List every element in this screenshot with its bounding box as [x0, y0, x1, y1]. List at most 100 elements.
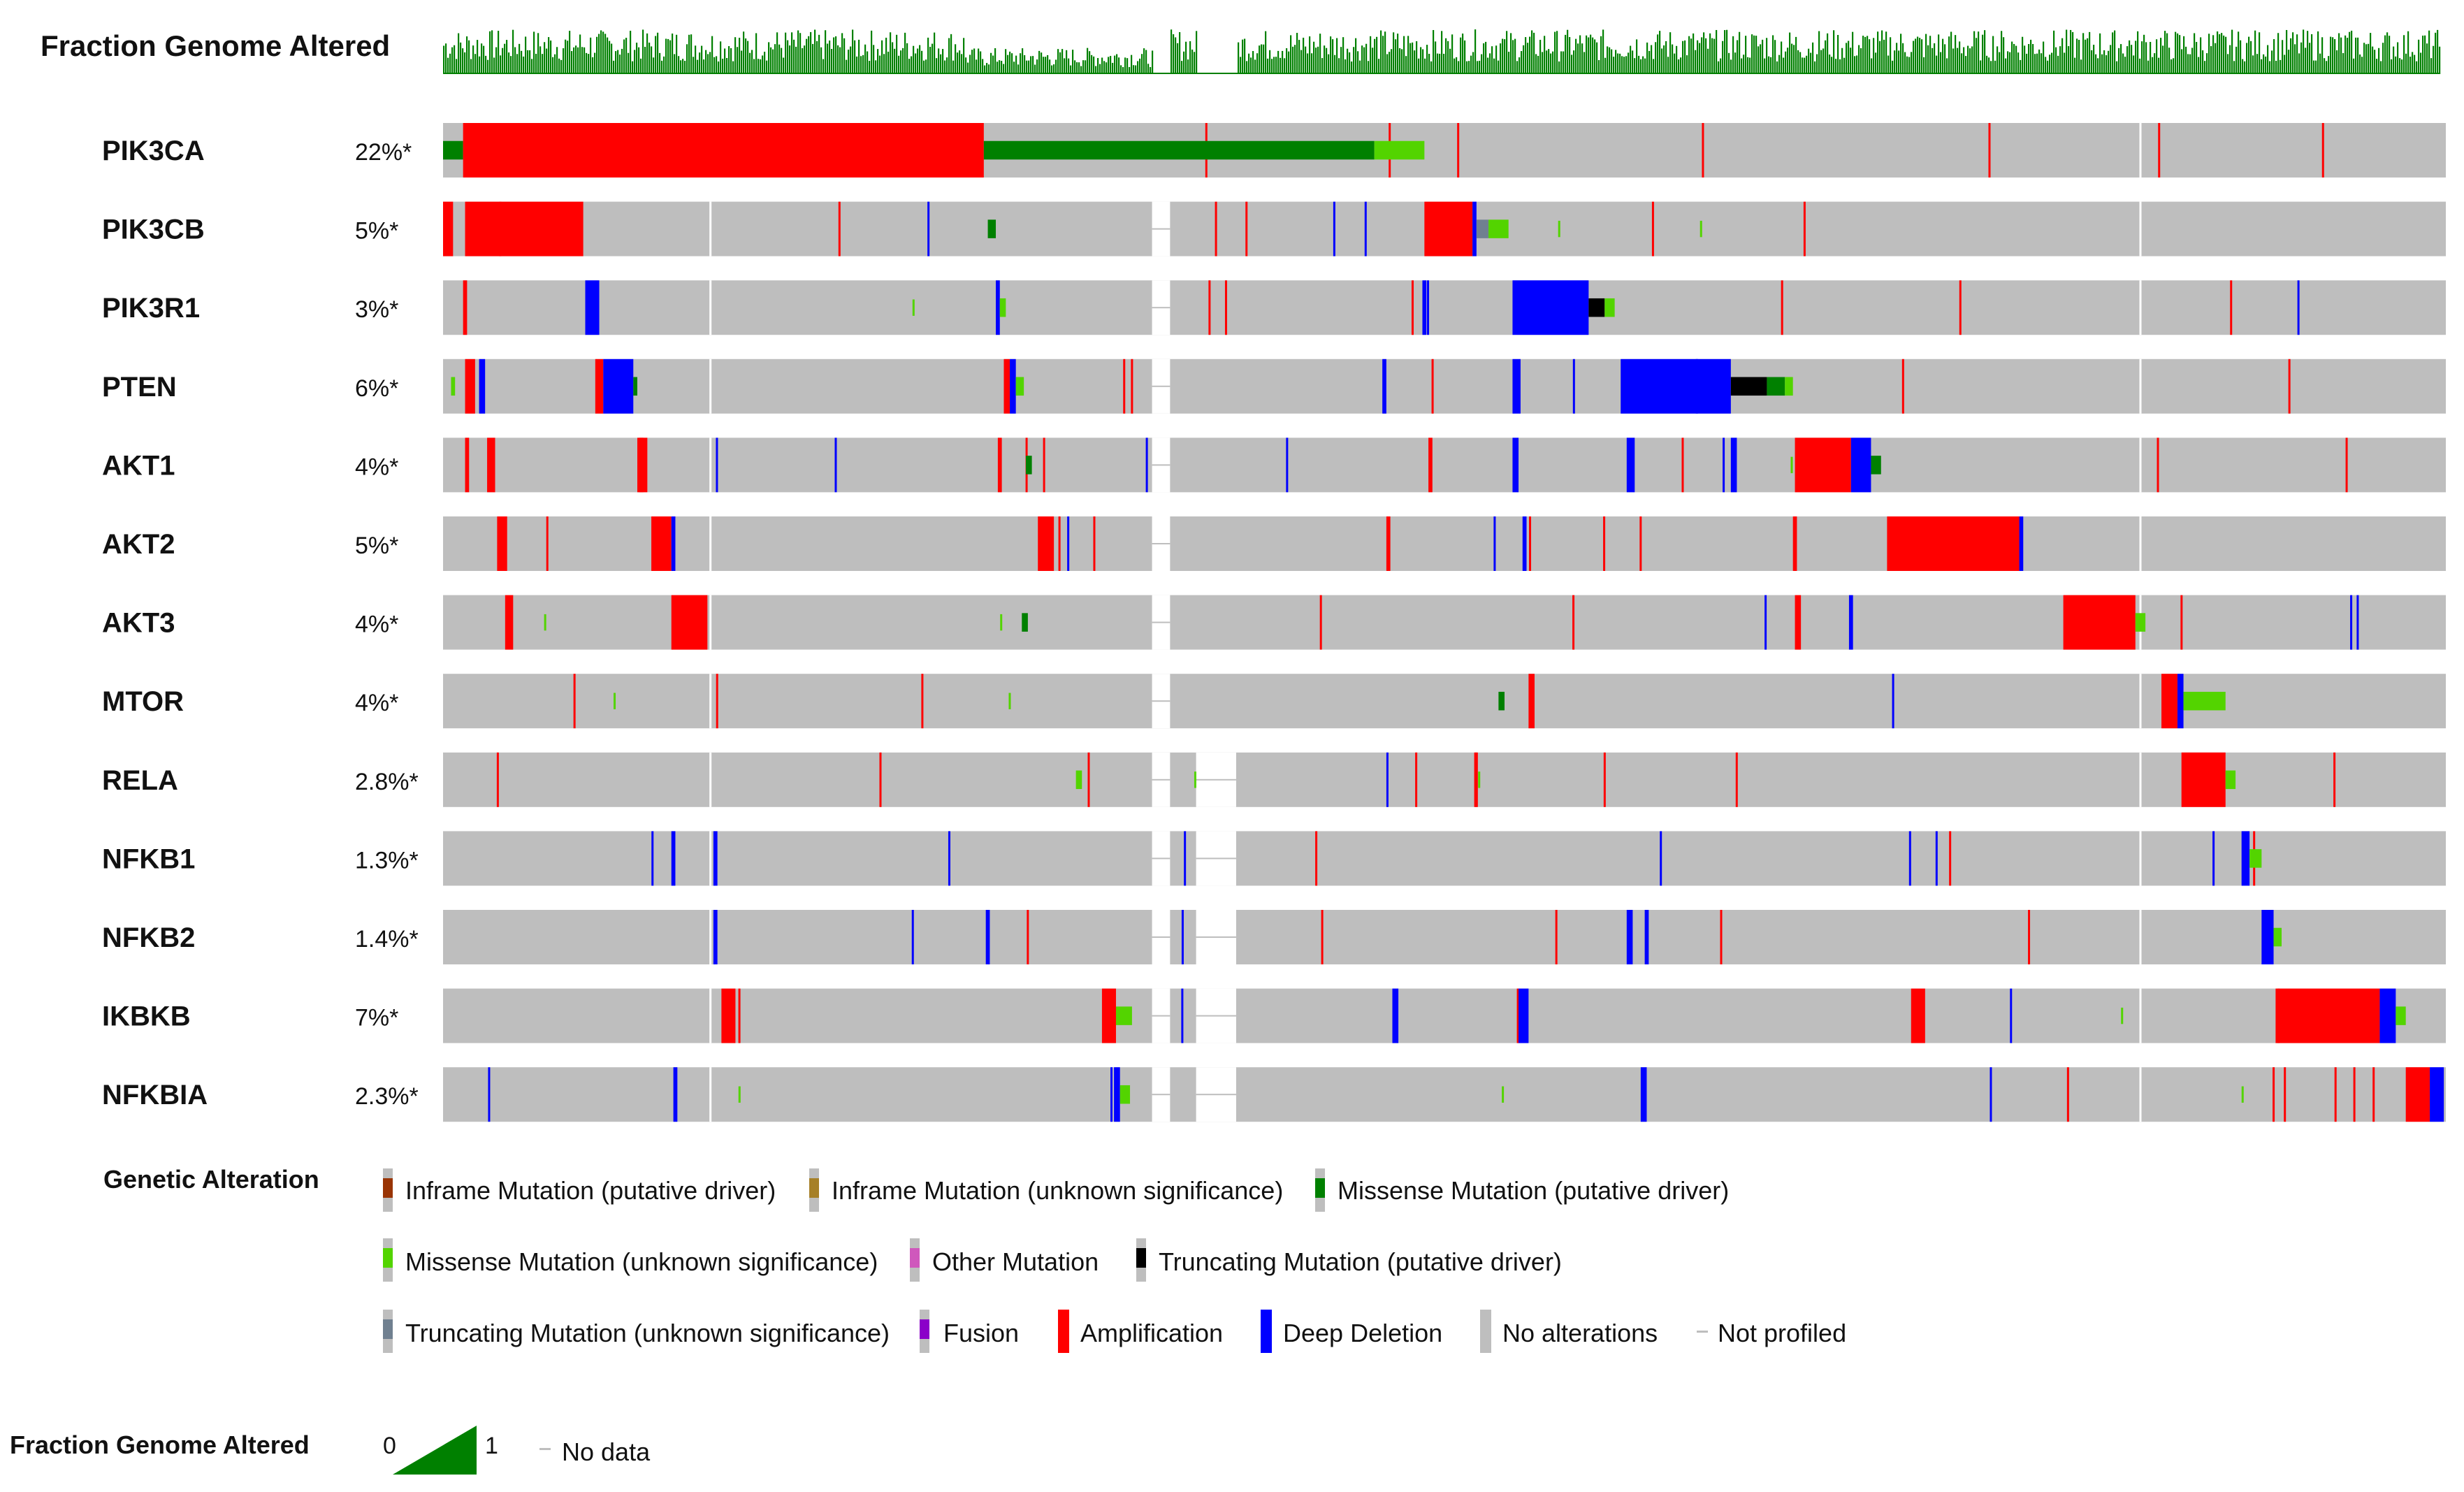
alteration-deep-del — [1422, 280, 1427, 335]
fga-bar — [2003, 37, 2005, 74]
legend-item-deep-deletion: Deep Deletion — [1261, 1310, 1442, 1353]
fga-bar — [1097, 58, 1099, 74]
fga-bar — [2263, 54, 2265, 74]
fga-bar — [986, 63, 988, 74]
fga-bar — [787, 40, 789, 74]
alteration-missense-unknown — [2396, 1006, 2406, 1025]
legend-title: Genetic Alteration — [103, 1165, 319, 1194]
fga-bar — [1701, 37, 1703, 74]
alteration-tick — [614, 693, 616, 709]
fga-bar — [2338, 33, 2340, 74]
fga-bar — [1646, 42, 1648, 74]
fga-bar — [581, 47, 584, 74]
alteration-tick — [1702, 123, 1704, 178]
fga-bar — [529, 50, 531, 74]
fga-bar — [1286, 48, 1288, 74]
alteration-tick — [716, 437, 718, 493]
fga-bar — [598, 34, 600, 74]
fga-bar — [967, 62, 969, 74]
fga-bar — [1053, 64, 1055, 74]
fga-bar — [2057, 55, 2059, 74]
fga-bar — [902, 48, 904, 74]
alteration-tick — [1208, 280, 1211, 335]
alteration-tick — [1145, 437, 1148, 493]
fga-bar — [758, 59, 760, 74]
fga-bar — [2280, 59, 2282, 74]
sample-separator — [2139, 752, 2142, 807]
legend-swatch — [383, 1319, 393, 1339]
fga-bar — [1831, 57, 1833, 74]
fga-bar — [1959, 41, 1961, 74]
alteration-tick — [1427, 280, 1430, 335]
fga-bar — [938, 48, 940, 74]
fga-bar — [862, 55, 864, 74]
fga-bar — [971, 50, 973, 74]
fga-bar — [2204, 61, 2206, 74]
fga-bar — [1665, 41, 1667, 74]
fga-bar — [579, 34, 581, 74]
fga-bar — [1051, 65, 1053, 74]
fga-bar — [646, 33, 648, 74]
fga-bar — [2150, 41, 2152, 74]
fga-bar — [1305, 46, 1307, 74]
fga-bar — [1424, 58, 1426, 74]
legend-swatch — [1480, 1310, 1491, 1353]
fga-bar — [2240, 40, 2242, 74]
fga-bar — [1242, 39, 1244, 74]
fga-bar — [2221, 33, 2223, 74]
fga-bar — [1338, 58, 1340, 74]
fga-bar — [1728, 52, 1730, 74]
alteration-tick — [1110, 1067, 1113, 1122]
fga-bar — [1955, 35, 1957, 74]
alteration-missense-unknown — [2135, 613, 2146, 632]
alteration-tick — [1431, 358, 1434, 414]
fga-bar — [1399, 48, 1401, 74]
fga-bar — [1586, 35, 1588, 74]
fga-bar — [2074, 57, 2076, 74]
fga-bar — [1873, 38, 1875, 74]
fga-bar — [732, 61, 734, 74]
fga-bar — [1495, 45, 1498, 74]
fga-bar — [973, 48, 976, 74]
fga-bar — [531, 59, 533, 74]
alteration-missense-driver — [1026, 456, 1032, 475]
fga-bar — [2357, 37, 2359, 74]
fga-bar — [2215, 43, 2217, 74]
fga-bar — [1292, 46, 1294, 74]
fga-bar — [533, 31, 535, 74]
fga-bar — [2141, 41, 2143, 74]
alteration-tick — [1502, 1086, 1505, 1103]
fga-bar — [2418, 39, 2420, 74]
fga-bar — [611, 43, 613, 74]
fga-bar — [2139, 58, 2141, 74]
fga-bar — [1869, 39, 1871, 74]
gene-label: AKT1 — [102, 450, 175, 481]
fga-bar — [2336, 50, 2338, 74]
fga-bar — [474, 54, 477, 74]
fga-bar — [2126, 46, 2129, 74]
alteration-deep-del — [1621, 358, 1731, 414]
fga-bar — [1468, 61, 1470, 74]
fga-bar — [2112, 32, 2114, 74]
fga-bar — [2137, 31, 2139, 74]
fga-bar — [1028, 60, 1030, 74]
fga-bar — [982, 59, 984, 74]
fga-bar — [1265, 31, 1267, 74]
fga-bar — [1565, 34, 1567, 74]
fga-legend-max: 1 — [485, 1433, 498, 1459]
fga-bar — [1911, 52, 1913, 74]
fga-bar — [1560, 51, 1563, 74]
fga-bar — [554, 54, 556, 74]
alteration-tick — [716, 674, 718, 729]
fga-bar — [2129, 40, 2131, 74]
alteration-amp — [1911, 988, 1925, 1043]
fga-bar — [737, 47, 739, 74]
fga-bar — [1345, 59, 1347, 74]
fga-bar — [472, 45, 474, 74]
fga-bar — [1334, 55, 1336, 74]
fga-bar — [2275, 61, 2277, 74]
fga-bar — [1447, 41, 1449, 74]
fga-bar — [678, 56, 680, 74]
fga-bar — [1596, 42, 1598, 74]
not-profiled-line — [1152, 1015, 1171, 1017]
